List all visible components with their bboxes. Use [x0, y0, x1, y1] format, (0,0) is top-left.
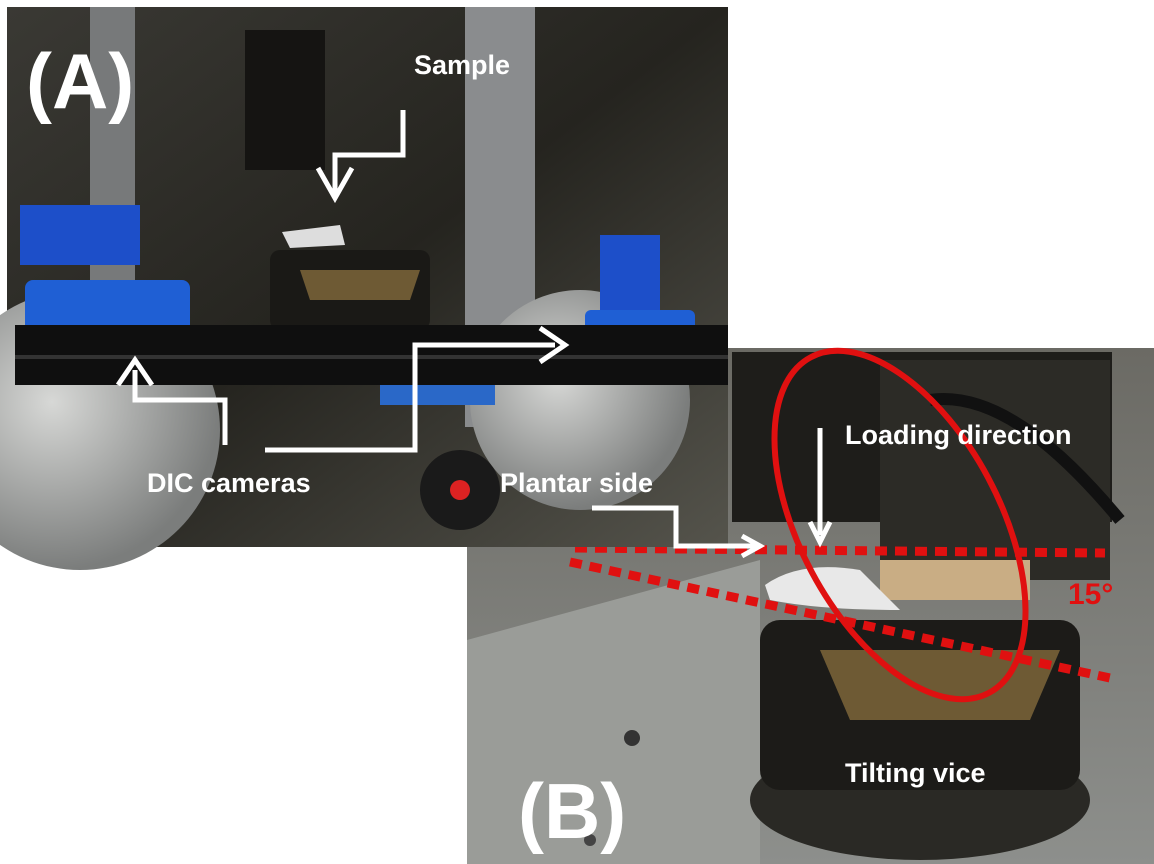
annotation: DIC cameras	[147, 468, 311, 498]
sample-holder	[880, 560, 1030, 600]
camera-right	[600, 235, 660, 315]
knob-center	[450, 480, 470, 500]
vice-brass	[300, 270, 420, 300]
panel-label: (B)	[518, 767, 626, 855]
annotation: Sample	[414, 50, 510, 80]
hole	[624, 730, 640, 746]
rail-mount	[380, 385, 495, 405]
annotation: Plantar side	[500, 468, 653, 498]
figure: (A) Sample DIC cameras Plantar side Load…	[0, 0, 1154, 864]
camera-left	[20, 205, 140, 265]
angle-label: 15°	[1068, 578, 1113, 611]
load-cell	[245, 30, 325, 170]
rail-groove	[15, 355, 728, 359]
annotation: Loading direction	[845, 420, 1072, 450]
annotation: Tilting vice	[845, 758, 986, 788]
panel-label: (A)	[26, 37, 134, 125]
